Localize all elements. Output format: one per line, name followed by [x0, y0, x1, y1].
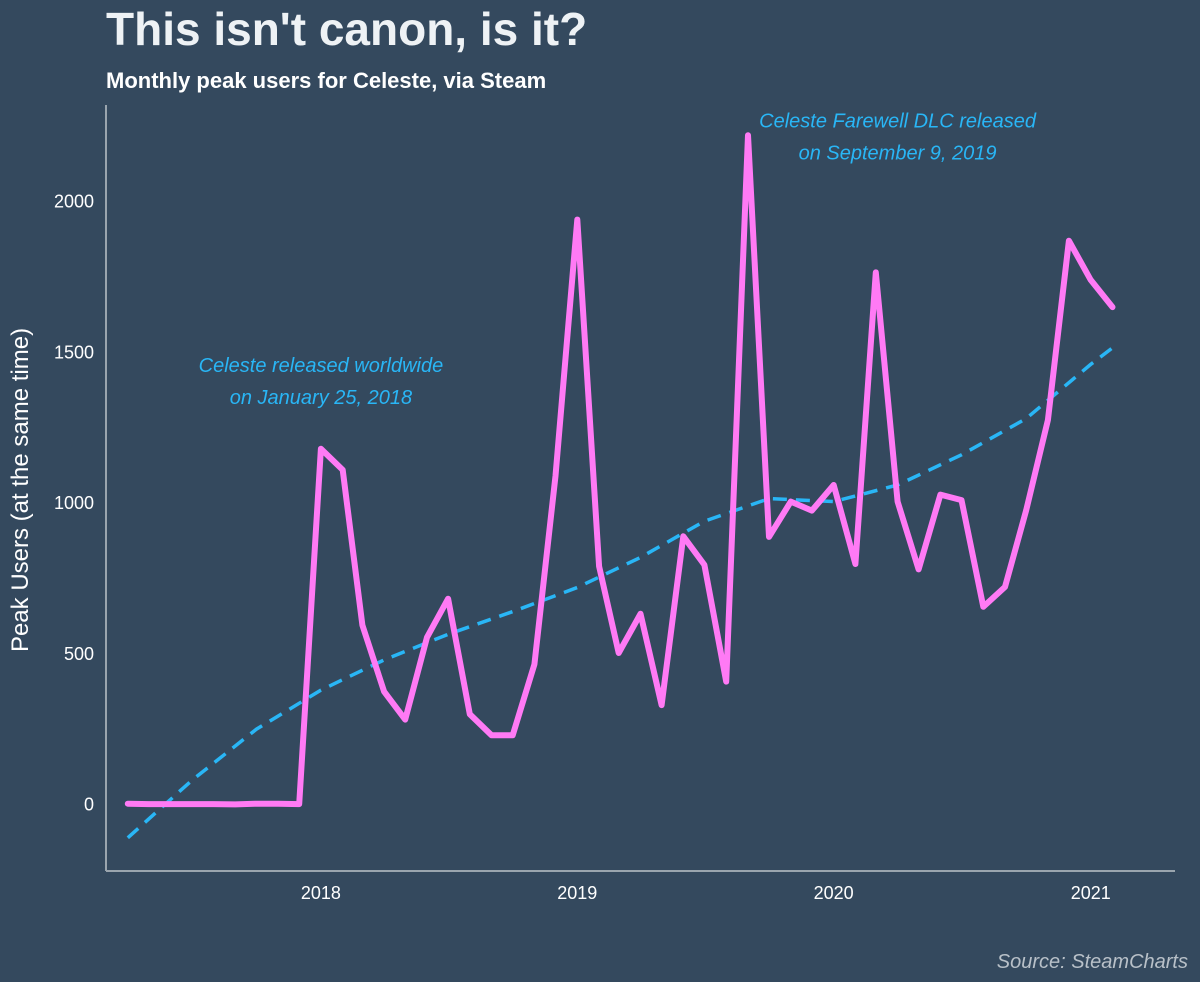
- chart-title: This isn't canon, is it?: [106, 3, 588, 55]
- x-tick-label: 2018: [301, 883, 341, 903]
- annotation-line: on September 9, 2019: [799, 143, 997, 165]
- annotation-line: Celeste released worldwide: [199, 355, 444, 377]
- series-layer: [124, 132, 1116, 808]
- annotations: Celeste released worldwide on January 25,…: [199, 111, 1037, 409]
- annotation-line: on January 25, 2018: [230, 387, 412, 409]
- trend-layer: [126, 346, 1114, 840]
- y-axis-title: Peak Users (at the same time): [7, 328, 34, 652]
- y-tick-label: 0: [84, 795, 94, 815]
- x-tick-label: 2021: [1071, 883, 1111, 903]
- chart-subtitle: Monthly peak users for Celeste, via Stea…: [106, 68, 547, 93]
- axes: 0 500 1000 1500 2000 2018 2019 2020 2021: [54, 105, 1175, 903]
- y-tick-label: 1500: [54, 342, 94, 362]
- y-tick-label: 1000: [54, 493, 94, 513]
- trend-line: [126, 346, 1114, 840]
- x-tick-label: 2020: [814, 883, 854, 903]
- y-tick-label: 2000: [54, 192, 94, 212]
- annotation-line: Celeste Farewell DLC released: [759, 111, 1037, 133]
- x-tick-label: 2019: [557, 883, 597, 903]
- annotation-text: Celeste Farewell DLC released on Septembe…: [759, 111, 1037, 165]
- series-line: [124, 132, 1116, 808]
- y-tick-label: 500: [64, 644, 94, 664]
- source-credit: Source: SteamCharts: [996, 951, 1188, 973]
- annotation-text: Celeste released worldwide on January 25,…: [199, 355, 444, 409]
